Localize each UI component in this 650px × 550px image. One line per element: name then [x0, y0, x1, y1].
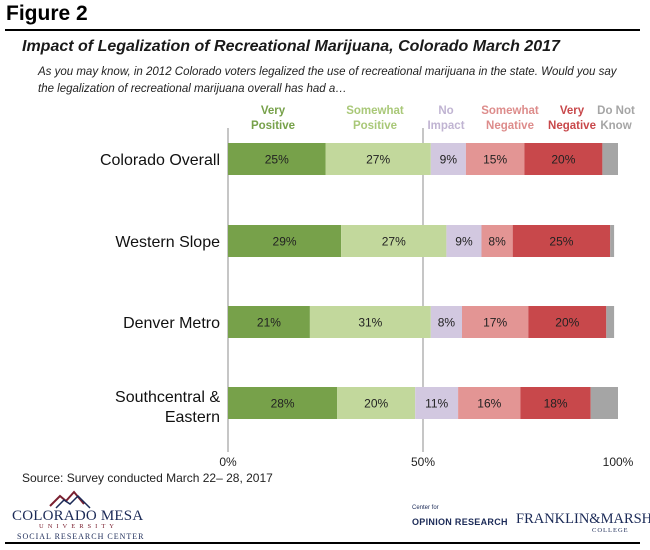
data-label: 16%	[477, 397, 501, 411]
data-label: 27%	[366, 153, 390, 167]
source-note: Source: Survey conducted March 22– 28, 2…	[22, 471, 273, 485]
legend-header: No	[438, 105, 453, 117]
bar-segment	[520, 387, 591, 419]
category-label: Southcentral &	[115, 389, 220, 406]
legend-header: Somewhat	[481, 105, 539, 117]
bar-segment	[341, 225, 447, 257]
legend-header: Very	[261, 105, 286, 117]
mountain-icon	[49, 490, 91, 509]
x-tick-label: 50%	[411, 455, 435, 469]
bar-segment	[610, 225, 615, 257]
bar-segment	[337, 387, 416, 419]
data-label: 20%	[555, 316, 579, 330]
bar-segment	[458, 387, 521, 419]
legend-header: Somewhat	[346, 105, 404, 117]
data-label: 25%	[549, 235, 573, 249]
bar-segment	[309, 306, 431, 338]
legend-header: Know	[600, 120, 631, 132]
bar-segment	[228, 143, 326, 175]
chart-subtitle: As you may know, in 2012 Colorado voters…	[38, 66, 617, 95]
legend-header: Negative	[486, 120, 534, 132]
x-tick-label: 100%	[603, 455, 634, 469]
franklin-marshall-logo: Center for OPINION RESEARCH FRANKLIN&MAR…	[410, 505, 650, 539]
data-label: 31%	[358, 316, 382, 330]
colorado-mesa-logo: COLORADO MESA UNIVERSITY SOCIAL RESEARCH…	[12, 488, 144, 542]
bar-segment	[430, 306, 462, 338]
data-label: 20%	[364, 397, 388, 411]
legend-header: Positive	[251, 120, 295, 132]
data-label: 8%	[438, 316, 456, 330]
chart-title: Impact of Legalization of Recreational M…	[22, 38, 560, 55]
category-label: Denver Metro	[123, 315, 220, 332]
bar-segment	[528, 306, 607, 338]
bar-segment	[430, 143, 466, 175]
stacked-bar-chart: 25% 27% 9% 15% 20% Colorado Overall 29% 27% 9% 8%…	[100, 105, 635, 469]
data-label: 9%	[455, 235, 473, 249]
fm-center-for: Center for	[412, 505, 439, 511]
legend-header: Impact	[427, 120, 464, 132]
data-label: 20%	[551, 153, 575, 167]
data-label: 8%	[488, 235, 506, 249]
bar-segment	[228, 225, 342, 257]
top-rule	[5, 29, 640, 31]
cmu-logo-src: SOCIAL RESEARCH CENTER	[17, 532, 145, 541]
fm-opinion-research: OPINION RESEARCH	[412, 517, 508, 527]
bar-segment	[325, 143, 431, 175]
category-label: Colorado Overall	[100, 152, 220, 169]
bar-segment	[512, 225, 611, 257]
category-label: Eastern	[165, 409, 220, 426]
cmu-logo-university: UNIVERSITY	[39, 523, 118, 530]
legend-header: Do Not	[597, 105, 635, 117]
bar-segment	[606, 306, 615, 338]
bar-segment	[590, 387, 618, 419]
bottom-rule	[5, 542, 640, 544]
bar-segment	[524, 143, 603, 175]
bar-segment	[446, 225, 482, 257]
bar-segment	[462, 306, 529, 338]
figure-label: Figure 2	[6, 2, 88, 25]
legend-header: Positive	[353, 120, 397, 132]
data-label: 28%	[271, 397, 295, 411]
data-label: 27%	[382, 235, 406, 249]
x-tick-label: 0%	[219, 455, 237, 469]
cmu-logo-main: COLORADO MESA	[12, 508, 144, 524]
fm-name: FRANKLIN&MARSHALL	[516, 511, 650, 527]
bar-segment	[602, 143, 618, 175]
data-label: 29%	[273, 235, 297, 249]
data-label: 15%	[483, 153, 507, 167]
legend-header: Negative	[548, 120, 596, 132]
bar-segment	[228, 387, 338, 419]
data-label: 17%	[483, 316, 507, 330]
data-label: 25%	[265, 153, 289, 167]
data-label: 9%	[440, 153, 458, 167]
data-label: 21%	[257, 316, 281, 330]
category-label: Western Slope	[115, 234, 220, 251]
bar-segment	[481, 225, 513, 257]
fm-college: COLLEGE	[592, 527, 629, 534]
bar-segment	[228, 306, 310, 338]
data-label: 11%	[425, 397, 448, 411]
data-label: 18%	[544, 397, 568, 411]
legend-header: Very	[560, 105, 585, 117]
bar-segment	[465, 143, 525, 175]
bar-segment	[415, 387, 459, 419]
